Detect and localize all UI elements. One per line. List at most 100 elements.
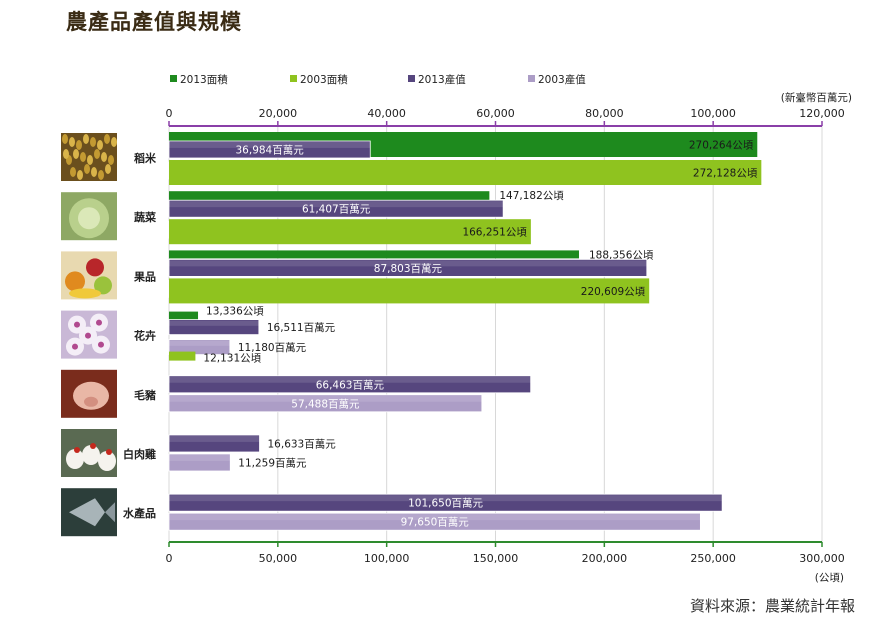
pig-snout bbox=[84, 396, 98, 407]
thumbnail-chicken-icon bbox=[61, 429, 117, 477]
bar-highlight bbox=[169, 201, 504, 208]
grain bbox=[98, 170, 104, 180]
area-tick-label: 250,000 bbox=[690, 552, 736, 565]
bar-value2013 bbox=[168, 493, 723, 512]
bar-label: 147,182公頃 bbox=[499, 190, 564, 202]
grain bbox=[63, 149, 69, 159]
value-tick-label: 20,000 bbox=[259, 107, 298, 120]
category-group: 白肉雞 16,633百萬元 11,259百萬元 bbox=[61, 429, 336, 477]
bar-highlight bbox=[169, 260, 647, 267]
area-tick-label: 300,000 bbox=[799, 552, 845, 565]
bar-label: 61,407百萬元 bbox=[302, 203, 371, 216]
value-axis: 0 20,000 40,000 60,000 80,000 100,000 120,000 (… bbox=[166, 91, 852, 127]
bar-area2013 bbox=[169, 191, 490, 201]
bar-highlight bbox=[169, 514, 701, 521]
pig-face bbox=[73, 381, 109, 410]
area-tick-label: 50,000 bbox=[259, 552, 298, 565]
thumbnail-fish-icon bbox=[61, 488, 117, 537]
category-group: 水產品 101,650百萬元 97,650百萬元 bbox=[61, 488, 723, 537]
category-group: 毛豬 66,463百萬元 57,488百萬元 bbox=[61, 369, 532, 418]
grain bbox=[90, 137, 96, 147]
chicken-comb bbox=[106, 449, 112, 455]
grain bbox=[111, 137, 117, 147]
legend-item-area2003: 2003面積 bbox=[290, 73, 348, 86]
bar-label: 270,264公頃 bbox=[689, 140, 754, 152]
legend-label: 2013面積 bbox=[180, 73, 228, 86]
bar-label: 272,128公頃 bbox=[693, 168, 758, 180]
bar-value2003 bbox=[168, 394, 483, 413]
legend-label: 2003面積 bbox=[300, 73, 348, 86]
bar-area2003 bbox=[169, 351, 196, 361]
fish-tail bbox=[105, 502, 115, 523]
bar-value2013 bbox=[168, 199, 504, 218]
area-axis-unit: (公頃) bbox=[815, 572, 844, 584]
grain bbox=[91, 167, 97, 177]
bar-value2003 bbox=[168, 453, 231, 472]
bar-label: 13,336公頃 bbox=[206, 306, 264, 318]
bar-value2013 bbox=[168, 434, 260, 453]
bar-value2013 bbox=[168, 258, 648, 277]
bar-label: 11,259百萬元 bbox=[238, 457, 307, 470]
petal-center bbox=[98, 341, 104, 348]
bar-highlight bbox=[169, 495, 723, 502]
bar-label: 101,650百萬元 bbox=[408, 497, 483, 510]
grain bbox=[62, 134, 68, 144]
area-tick-label: 0 bbox=[166, 552, 173, 565]
bar-highlight bbox=[169, 455, 231, 461]
legend-swatch bbox=[170, 75, 177, 82]
legend-swatch bbox=[528, 75, 535, 82]
thumbnail-rice-icon bbox=[61, 133, 117, 181]
grain bbox=[105, 164, 111, 174]
bar-highlight bbox=[169, 340, 230, 346]
legend-item-value2003: 2003產值 bbox=[528, 73, 586, 86]
fish-body bbox=[69, 498, 105, 527]
petal-center bbox=[74, 321, 80, 328]
thumbnail-flower-icon bbox=[61, 310, 117, 359]
legend-item-value2013: 2013產值 bbox=[408, 73, 466, 86]
legend-swatch bbox=[408, 75, 415, 82]
thumbnail-cabbage-icon bbox=[61, 192, 117, 241]
chicken-body bbox=[82, 445, 100, 465]
grain bbox=[70, 167, 76, 177]
grain bbox=[87, 155, 93, 165]
category-label: 花卉 bbox=[134, 329, 156, 343]
bar-label: 220,609公頃 bbox=[581, 286, 646, 298]
value-tick-label: 60,000 bbox=[476, 107, 515, 120]
legend-label: 2003產值 bbox=[538, 73, 586, 86]
category-label: 白肉雞 bbox=[123, 447, 156, 461]
bar-label: 16,633百萬元 bbox=[268, 438, 337, 451]
legend-label: 2013產值 bbox=[418, 73, 466, 86]
bar-value2013 bbox=[168, 319, 260, 336]
bar-value2013 bbox=[168, 375, 532, 394]
grain bbox=[80, 152, 86, 162]
category-label: 果品 bbox=[133, 270, 156, 283]
chicken-comb bbox=[74, 447, 80, 453]
category-label: 稻米 bbox=[134, 151, 157, 165]
grain bbox=[108, 155, 114, 165]
grain bbox=[94, 149, 100, 159]
petal-center bbox=[96, 319, 102, 326]
value-tick-label: 40,000 bbox=[367, 107, 406, 120]
petal-center bbox=[72, 343, 78, 350]
thumbnail-fruit-icon bbox=[61, 251, 117, 300]
category-label: 蔬菜 bbox=[134, 210, 157, 224]
bar-label: 12,131公頃 bbox=[203, 353, 261, 365]
chicken-comb bbox=[90, 443, 96, 449]
bar-value2003 bbox=[168, 512, 701, 531]
bar-highlight bbox=[169, 142, 371, 148]
bar-label: 16,511百萬元 bbox=[267, 321, 336, 334]
bar-value2003 bbox=[168, 339, 231, 356]
grain bbox=[101, 152, 107, 162]
value-tick-label: 100,000 bbox=[690, 107, 736, 120]
grain bbox=[69, 137, 75, 147]
bar-area2013 bbox=[169, 250, 579, 259]
grain bbox=[104, 134, 110, 144]
bar-label: 66,463百萬元 bbox=[316, 378, 385, 391]
area-tick-label: 100,000 bbox=[364, 552, 410, 565]
guava bbox=[94, 276, 112, 295]
grain bbox=[97, 140, 103, 150]
bar-label: 97,650百萬元 bbox=[401, 516, 470, 529]
